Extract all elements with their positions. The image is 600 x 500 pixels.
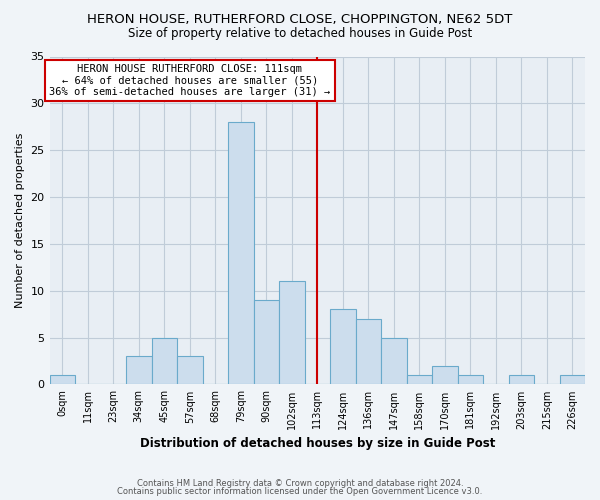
Bar [330, 310, 356, 384]
Bar [560, 375, 585, 384]
Bar [126, 356, 152, 384]
Bar [509, 375, 534, 384]
Text: HERON HOUSE, RUTHERFORD CLOSE, CHOPPINGTON, NE62 5DT: HERON HOUSE, RUTHERFORD CLOSE, CHOPPINGT… [88, 12, 512, 26]
Bar [407, 375, 432, 384]
Bar [228, 122, 254, 384]
Bar [356, 319, 381, 384]
Bar [254, 300, 279, 384]
Bar [152, 338, 177, 384]
Text: Contains public sector information licensed under the Open Government Licence v3: Contains public sector information licen… [118, 487, 482, 496]
X-axis label: Distribution of detached houses by size in Guide Post: Distribution of detached houses by size … [140, 437, 495, 450]
Bar [50, 375, 75, 384]
Bar [458, 375, 483, 384]
Bar [177, 356, 203, 384]
Text: Size of property relative to detached houses in Guide Post: Size of property relative to detached ho… [128, 28, 472, 40]
Bar [432, 366, 458, 384]
Text: Contains HM Land Registry data © Crown copyright and database right 2024.: Contains HM Land Registry data © Crown c… [137, 478, 463, 488]
Text: HERON HOUSE RUTHERFORD CLOSE: 111sqm
← 64% of detached houses are smaller (55)
3: HERON HOUSE RUTHERFORD CLOSE: 111sqm ← 6… [49, 64, 331, 97]
Y-axis label: Number of detached properties: Number of detached properties [15, 133, 25, 308]
Bar [279, 282, 305, 385]
Bar [381, 338, 407, 384]
